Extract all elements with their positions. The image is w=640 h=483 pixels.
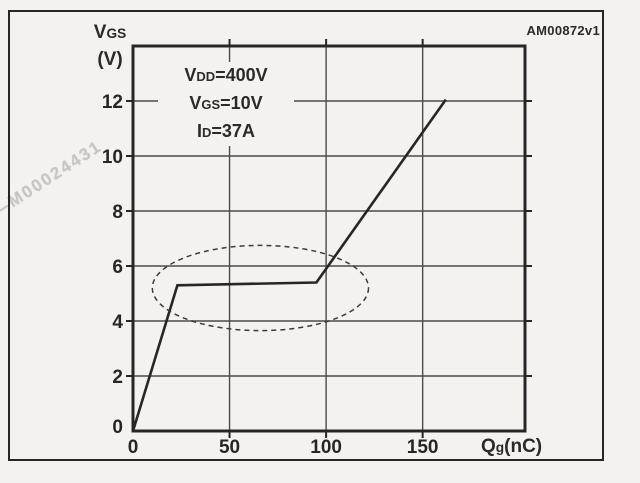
y-axis-title: VGS (V) (86, 20, 134, 73)
figure-border-frame (8, 10, 604, 461)
series-gate-charge-curve (131, 98, 447, 432)
y-tick-label-2: 2 (112, 367, 123, 388)
plateau-highlight-ellipse (151, 244, 370, 332)
condition-line-3: ID=37A (197, 121, 255, 141)
condition-line-2: VGS=10V (189, 93, 263, 113)
x-tick-label-0: 0 (128, 437, 139, 458)
condition-line-1: VDD=400V (184, 65, 268, 85)
x-tick-label-100: 100 (310, 437, 342, 458)
plot-border (131, 44, 527, 433)
test-conditions: VDD=400V VGS=10V ID=37A (158, 62, 294, 146)
y-tick-label-0: 0 (112, 417, 123, 438)
y-axis-unit: (V) (97, 49, 123, 70)
x-tick-label-50: 50 (219, 437, 240, 458)
y-tick-label-4: 4 (112, 312, 123, 333)
y-tick-label-12: 12 (102, 92, 123, 113)
y-tick-label-8: 8 (112, 202, 123, 223)
y-tick-label-6: 6 (112, 257, 123, 278)
y-axis-subscript: GS (106, 26, 127, 41)
figure-code: AM00872v1 (526, 23, 600, 38)
x-axis-subscript: g (495, 440, 505, 455)
x-tick-label-150: 150 (407, 437, 439, 458)
y-axis-symbol: VGS (93, 22, 127, 43)
x-axis-title: Qg(nC) (481, 436, 543, 457)
y-tick-label-10: 10 (102, 147, 123, 168)
